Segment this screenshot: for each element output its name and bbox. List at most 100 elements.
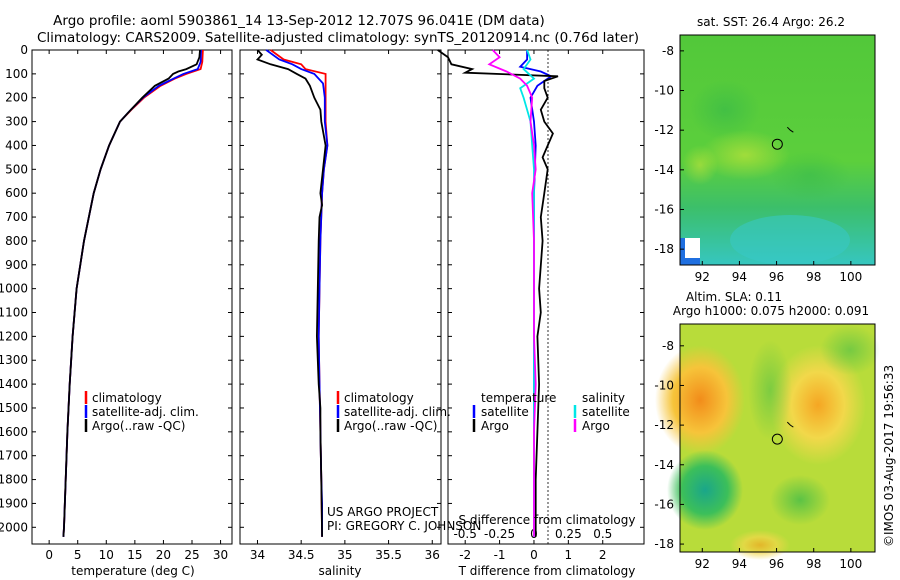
map-x-tick-label: 98 (806, 270, 821, 284)
salinity-legend: climatology satellite-adj. clim. Argo(..… (336, 391, 451, 433)
x-tick-label: 2 (599, 548, 607, 562)
t-difference-axis-label: T difference from climatology (458, 564, 636, 578)
salinity-axis-label: salinity (318, 564, 361, 578)
map-y-tick-label: -12 (654, 123, 674, 137)
legend-satellite-label: satellite-adj. clim. (92, 405, 199, 419)
s-difference-axis-label: S difference from climatology (459, 513, 636, 527)
depth-tick-label: 1500 (0, 401, 28, 415)
map-y-tick-label: -8 (662, 44, 674, 58)
x-tick-label: -1 (494, 548, 506, 562)
map-y-tick-label: -16 (654, 497, 674, 511)
principal-investigator: PI: GREGORY C. JOHNSON (327, 519, 481, 533)
temperature-series (62, 49, 204, 537)
map-x-tick-label: 100 (839, 557, 862, 571)
project-name: US ARGO PROJECT (327, 505, 439, 519)
series-line-climatology (62, 49, 204, 537)
x-tick-label: -2 (459, 548, 471, 562)
sla-map-image (655, 324, 880, 560)
map-y-tick-label: -10 (654, 378, 674, 392)
float-track-line (786, 421, 794, 428)
depth-tick-label: 1000 (0, 282, 28, 296)
sal-diff-tick-label: -0.5 (453, 527, 476, 541)
map-x-tick-label: 94 (732, 557, 747, 571)
sst-map-image (680, 35, 875, 265)
sla-map-title-line2: Argo h1000: 0.075 h2000: 0.091 (673, 304, 869, 318)
depth-tick-label: 800 (5, 234, 28, 248)
map-y-tick-label: -12 (654, 418, 674, 432)
x-tick-label: 10 (99, 548, 114, 562)
depth-tick-label: 100 (5, 67, 28, 81)
x-tick-label: 34 (250, 548, 265, 562)
difference-x-ticks: -2 -1 0 1 2-0.5 -0.25 0 0.25 0.5 (453, 50, 612, 562)
depth-tick-label: 0 (20, 43, 28, 57)
difference-panel-frame (447, 49, 645, 545)
series-line-argo-raw-qc- (255, 49, 327, 537)
depth-tick-label: 500 (5, 162, 28, 176)
salinity-x-ticks: 34 34.5 35 35.5 36 (250, 50, 440, 562)
legend-argo-label: Argo(..raw -QC) (344, 419, 437, 433)
x-tick-label: 0 (530, 548, 538, 562)
map-x-tick-label: 94 (732, 270, 747, 284)
map-x-tick-label: 98 (806, 557, 821, 571)
temperature-panel-frame (31, 49, 233, 545)
sla-map-title-line1: Altim. SLA: 0.11 (686, 290, 782, 304)
x-tick-label: 35.5 (375, 548, 402, 562)
temperature-axis-label: temperature (deg C) (71, 564, 194, 578)
float-track-line (786, 126, 794, 133)
depth-axis: 0 100 200 300 400 500 600 700 800 900 1000 1100 1200… (0, 43, 644, 534)
sal-diff-tick-label: -0.25 (484, 527, 515, 541)
salinity-panel-frame (239, 49, 442, 545)
depth-tick-label: 300 (5, 115, 28, 129)
legend-argo-label: Argo(..raw -QC) (92, 419, 185, 433)
sst-map-title: sat. SST: 26.4 Argo: 26.2 (697, 15, 845, 29)
map-y-tick-label: -14 (654, 458, 674, 472)
depth-tick-label: 400 (5, 138, 28, 152)
map-x-tick-label: 92 (695, 270, 710, 284)
difference-series (437, 49, 559, 537)
depth-tick-label: 1300 (0, 353, 28, 367)
depth-tick-label: 1600 (0, 425, 28, 439)
imos-footer: ©IMOS 03-Aug-2017 19:56:33 (882, 365, 896, 547)
depth-tick-label: 200 (5, 91, 28, 105)
series-line-salinity-satellite (519, 49, 536, 537)
map-y-tick-label: -14 (654, 163, 674, 177)
map-y-tick-label: -8 (662, 339, 674, 353)
series-line-salinity-argo (487, 49, 537, 537)
temperature-x-ticks: 0 5 10 15 20 25 30 (45, 50, 228, 562)
legend-salinity-header: salinity (582, 391, 625, 405)
series-line-argo-raw-qc- (62, 49, 201, 537)
x-tick-label: 20 (156, 548, 171, 562)
sla-map-ticks: 92 94 96 98 100 -8 -10 -12 -14 -16 -18 (654, 339, 862, 571)
sal-diff-tick-label: 0.5 (593, 527, 612, 541)
depth-tick-label: 1200 (0, 329, 28, 343)
series-line-satellite-adj-clim- (62, 49, 202, 537)
legend-t-argo-label: Argo (481, 419, 509, 433)
map-y-tick-label: -18 (654, 242, 674, 256)
difference-legend: temperature salinity satellite Argo sate… (472, 391, 630, 433)
sst-argo-position-marker (771, 138, 783, 150)
x-tick-label: 15 (127, 548, 142, 562)
legend-satellite-label: satellite-adj. clim. (344, 405, 451, 419)
depth-tick-label: 2000 (0, 520, 28, 534)
figure-title-line1: Argo profile: aoml 5903861_14 13-Sep-201… (53, 13, 545, 29)
map-x-tick-label: 96 (769, 270, 784, 284)
depth-tick-label: 1800 (0, 473, 28, 487)
legend-s-argo-label: Argo (582, 419, 610, 433)
figure-title-line2: Climatology: CARS2009. Satellite-adjuste… (37, 30, 639, 46)
map-y-tick-label: -10 (654, 84, 674, 98)
legend-t-satellite-label: satellite (481, 405, 529, 419)
depth-tick-label: 600 (5, 186, 28, 200)
x-tick-label: 0 (45, 548, 53, 562)
temperature-legend: climatology satellite-adj. clim. Argo(..… (84, 391, 199, 433)
depth-tick-label: 1900 (0, 496, 28, 510)
depth-tick-label: 1400 (0, 377, 28, 391)
x-tick-label: 30 (213, 548, 228, 562)
legend-s-satellite-label: satellite (582, 405, 630, 419)
map-x-tick-label: 96 (769, 557, 784, 571)
x-tick-label: 5 (74, 548, 82, 562)
sst-map-frame (679, 34, 876, 266)
map-x-tick-label: 92 (695, 557, 710, 571)
legend-temperature-header: temperature (481, 391, 556, 405)
series-line-temperature-argo (437, 49, 559, 537)
sla-map-frame (679, 323, 876, 553)
